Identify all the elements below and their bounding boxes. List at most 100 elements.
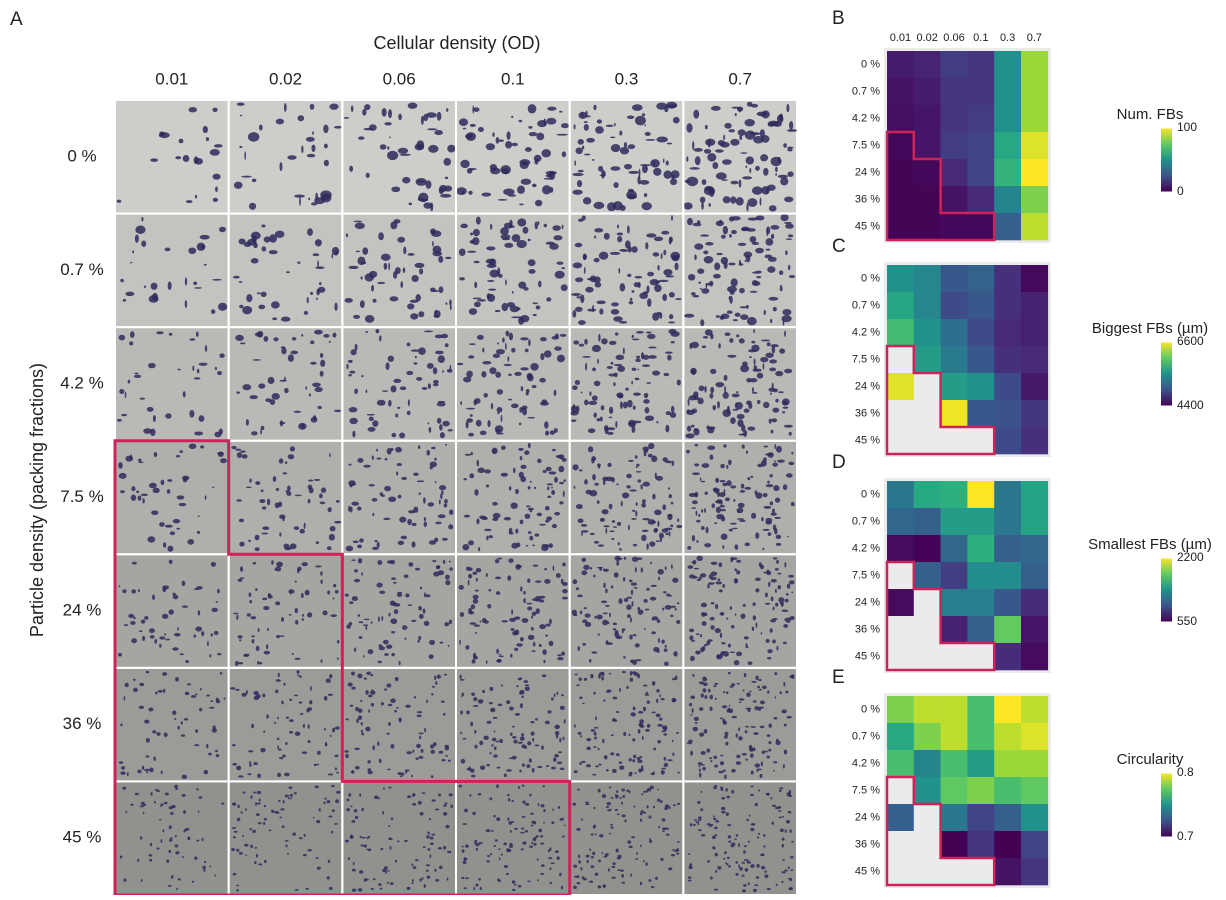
aggregate xyxy=(486,829,490,832)
aggregate xyxy=(447,145,455,153)
aggregate xyxy=(320,501,326,504)
aggregate xyxy=(772,408,779,413)
aggregate xyxy=(601,601,607,604)
aggregate xyxy=(714,764,718,767)
aggregate xyxy=(720,761,724,765)
heatmap-cell xyxy=(941,481,968,508)
aggregate xyxy=(131,638,137,643)
aggregate xyxy=(344,750,348,753)
aggregate xyxy=(235,689,239,691)
aggregate xyxy=(640,819,642,822)
aggregate xyxy=(308,499,311,504)
aggregate xyxy=(743,690,745,692)
aggregate xyxy=(192,366,194,371)
aggregate xyxy=(311,145,315,152)
aggregate xyxy=(551,862,555,864)
aggregate xyxy=(308,724,310,729)
aggregate xyxy=(139,706,144,709)
aggregate xyxy=(208,753,212,756)
aggregate xyxy=(725,862,727,864)
aggregate xyxy=(187,683,191,685)
aggregate xyxy=(346,799,349,802)
heatmap-cell xyxy=(941,346,968,373)
aggregate xyxy=(408,562,413,567)
heatmap-cell xyxy=(967,78,994,105)
aggregate xyxy=(535,221,538,229)
aggregate xyxy=(448,524,453,529)
aggregate xyxy=(773,770,775,772)
aggregate xyxy=(689,629,694,633)
aggregate xyxy=(696,633,700,635)
aggregate xyxy=(788,811,792,813)
aggregate xyxy=(788,795,792,797)
aggregate xyxy=(528,443,531,448)
aggregate xyxy=(626,789,629,791)
aggregate xyxy=(299,529,304,534)
aggregate xyxy=(405,705,411,708)
aggregate xyxy=(769,723,772,727)
heatmap-cell xyxy=(887,723,914,750)
missing-cell xyxy=(914,427,941,454)
aggregate xyxy=(328,507,332,512)
aggregate xyxy=(285,742,287,745)
aggregate xyxy=(445,580,450,585)
aggregate xyxy=(481,192,491,196)
aggregate xyxy=(730,196,736,203)
aggregate xyxy=(507,356,509,362)
aggregate xyxy=(317,867,321,870)
aggregate xyxy=(772,383,774,390)
aggregate xyxy=(701,202,704,210)
aggregate xyxy=(177,726,180,730)
aggregate xyxy=(361,733,364,736)
aggregate xyxy=(470,722,473,727)
aggregate xyxy=(598,334,600,342)
aggregate xyxy=(506,131,510,140)
aggregate xyxy=(755,763,761,767)
aggregate xyxy=(723,444,726,447)
aggregate xyxy=(736,861,738,864)
aggregate xyxy=(256,854,258,858)
aggregate xyxy=(592,474,596,480)
aggregate xyxy=(615,421,617,428)
aggregate xyxy=(335,590,339,593)
aggregate xyxy=(390,560,395,564)
aggregate xyxy=(723,721,727,725)
aggregate xyxy=(670,614,673,617)
aggregate xyxy=(250,845,253,848)
aggregate xyxy=(745,543,751,547)
aggregate xyxy=(247,773,251,775)
aggregate xyxy=(776,543,781,546)
aggregate xyxy=(251,635,254,637)
aggregate xyxy=(477,299,486,302)
aggregate xyxy=(345,754,348,758)
aggregate xyxy=(594,732,597,736)
aggregate xyxy=(354,388,358,394)
heatmap-cell xyxy=(994,723,1021,750)
y-axis-title: Particle density (packing fractions) xyxy=(27,363,47,637)
aggregate xyxy=(350,705,353,707)
micrograph xyxy=(684,442,796,554)
aggregate xyxy=(180,653,184,655)
aggregate xyxy=(397,407,400,409)
aggregate xyxy=(511,316,521,318)
aggregate xyxy=(117,419,122,422)
aggregate xyxy=(439,865,442,869)
aggregate xyxy=(701,526,705,530)
aggregate xyxy=(727,355,736,358)
heatmap-cell xyxy=(941,616,968,643)
aggregate xyxy=(559,482,564,484)
aggregate xyxy=(577,882,581,884)
aggregate xyxy=(159,644,161,648)
aggregate xyxy=(267,499,270,506)
heatmap-cell xyxy=(887,750,914,777)
aggregate xyxy=(350,483,357,485)
aggregate xyxy=(447,878,449,881)
aggregate xyxy=(671,854,675,856)
aggregate xyxy=(416,377,422,381)
missing-cell xyxy=(887,831,914,858)
aggregate xyxy=(434,130,442,135)
micrograph-background xyxy=(116,215,228,327)
aggregate xyxy=(272,317,277,320)
aggregate xyxy=(199,796,203,798)
aggregate xyxy=(526,603,532,605)
